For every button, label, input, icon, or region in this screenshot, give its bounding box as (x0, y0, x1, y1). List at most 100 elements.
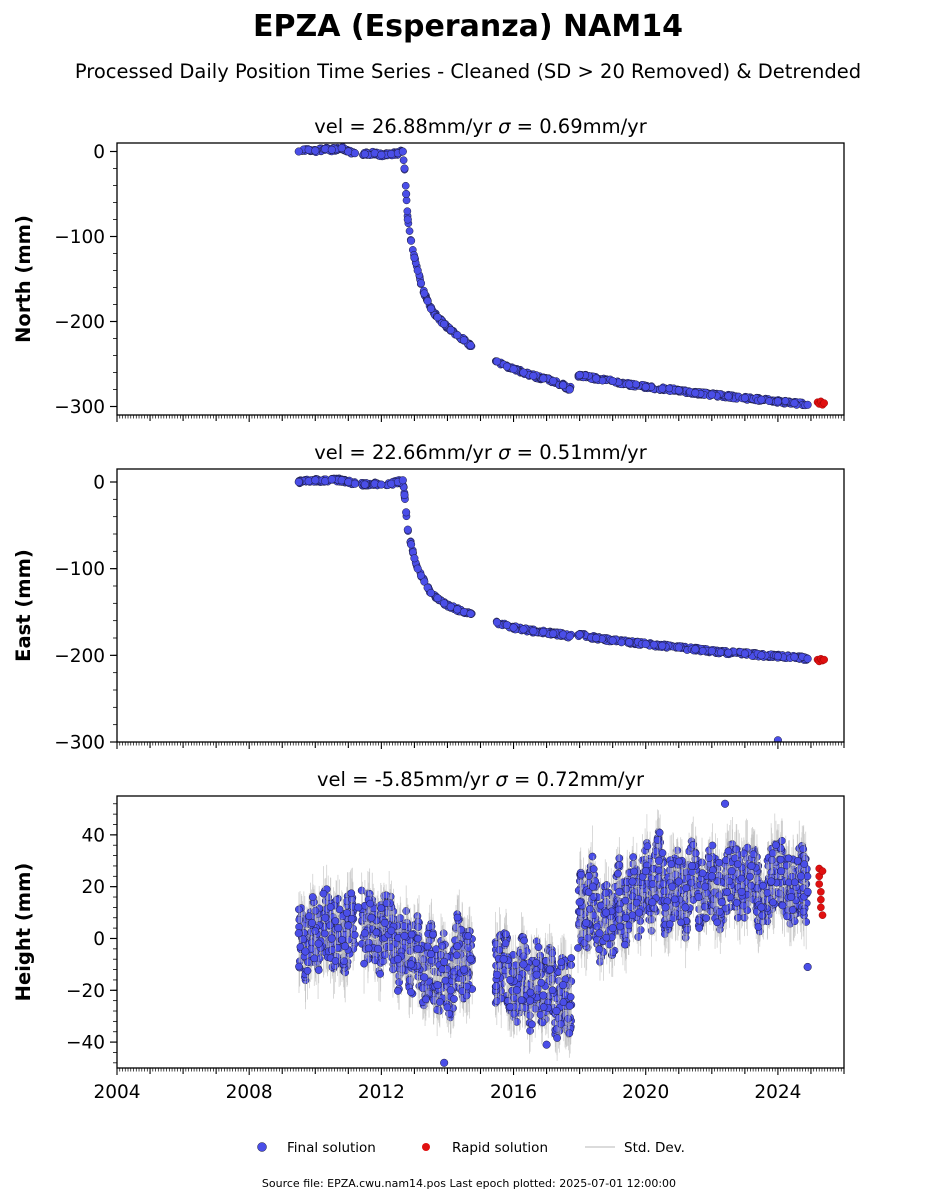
east-plot-area (294, 474, 828, 742)
final-point (337, 476, 346, 485)
final-point (575, 630, 584, 639)
final-point (399, 156, 408, 165)
final-point (328, 946, 336, 954)
final-point (691, 388, 700, 397)
final-point (565, 1029, 574, 1038)
final-point (592, 374, 601, 383)
final-point (335, 905, 344, 914)
final-point (294, 147, 303, 156)
final-point (548, 949, 557, 957)
final-point (400, 922, 408, 930)
final-point (641, 640, 650, 649)
final-point (529, 627, 538, 636)
final-point (519, 952, 528, 961)
final-point (311, 146, 320, 155)
y-tick-label: −200 (54, 646, 105, 667)
panel-north: vel = 26.88mm/yr σ = 0.69mm/yr North (mm)… (12, 115, 845, 422)
final-point (382, 899, 391, 908)
final-point (501, 939, 510, 948)
final-point (536, 1010, 545, 1019)
final-point (665, 384, 674, 393)
final-point (773, 397, 782, 406)
final-point (350, 479, 359, 488)
final-point (740, 393, 749, 403)
final-point (326, 903, 335, 911)
final-point (321, 477, 330, 486)
panel-height: vel = -5.85mm/yr σ = 0.72mm/yr Height (mm… (12, 768, 845, 1103)
final-point (311, 927, 319, 935)
final-point (360, 959, 368, 968)
final-point (344, 147, 353, 156)
final-point (707, 390, 716, 399)
final-point (407, 540, 416, 549)
final-point (401, 181, 410, 190)
final-point (423, 297, 432, 306)
final-point (707, 646, 716, 656)
final-point (398, 476, 407, 485)
final-point (314, 966, 323, 974)
final-point (658, 641, 667, 650)
final-point (376, 970, 384, 978)
final-point (432, 945, 441, 953)
height-vel-title: vel = -5.85mm/yr σ = 0.72mm/yr (317, 768, 645, 791)
east-vel-suffix: = 0.51mm/yr (510, 441, 647, 464)
final-point (559, 998, 568, 1007)
east-vel-prefix: vel = 22.66mm/yr (314, 441, 498, 464)
final-point (458, 987, 467, 995)
final-point (534, 943, 543, 952)
final-point (413, 564, 422, 573)
final-point (539, 1003, 548, 1011)
final-point (608, 948, 617, 957)
final-point (331, 957, 340, 965)
final-point (566, 993, 575, 1001)
final-point (634, 933, 643, 941)
final-point (423, 942, 432, 951)
final-point (420, 289, 429, 298)
final-point (466, 609, 475, 618)
final-point (327, 145, 336, 154)
final-point (565, 385, 574, 394)
final-point (495, 946, 504, 954)
final-point (310, 954, 319, 963)
final-point (757, 395, 766, 404)
y-tick-label: −200 (54, 312, 105, 333)
final-point (658, 384, 667, 393)
final-point (608, 376, 617, 386)
panel-east: vel = 22.66mm/yr σ = 0.51mm/yr East (mm) 0… (12, 441, 845, 754)
final-point (410, 554, 419, 563)
north-vel-prefix: vel = 26.88mm/yr (314, 115, 498, 138)
final-point (370, 149, 379, 158)
final-point (403, 215, 412, 224)
final-point (372, 928, 381, 937)
y-tick-label: −100 (54, 227, 105, 248)
final-point (347, 914, 356, 923)
final-point (377, 150, 386, 159)
final-point (520, 936, 528, 945)
final-point (377, 904, 386, 912)
final-point (526, 1026, 534, 1035)
height-ylabel: Height (mm) (12, 863, 35, 1002)
final-point (433, 594, 442, 603)
final-point (565, 632, 574, 641)
final-point (433, 313, 442, 322)
final-point (450, 995, 458, 1003)
final-point (526, 988, 535, 997)
final-point (519, 625, 528, 634)
final-point (319, 889, 328, 898)
final-point (366, 899, 375, 908)
figure-subtitle: Processed Daily Position Time Series - C… (75, 60, 861, 83)
final-point (509, 365, 518, 374)
final-point (459, 336, 469, 345)
final-point (422, 995, 430, 1004)
final-point (549, 376, 558, 386)
final-point (438, 965, 447, 974)
final-point (463, 982, 471, 991)
final-point (790, 653, 799, 662)
final-point (650, 640, 658, 649)
final-point (773, 736, 782, 742)
final-point (559, 630, 568, 639)
final-point (308, 893, 317, 901)
final-point (410, 253, 419, 262)
final-point (387, 479, 396, 488)
